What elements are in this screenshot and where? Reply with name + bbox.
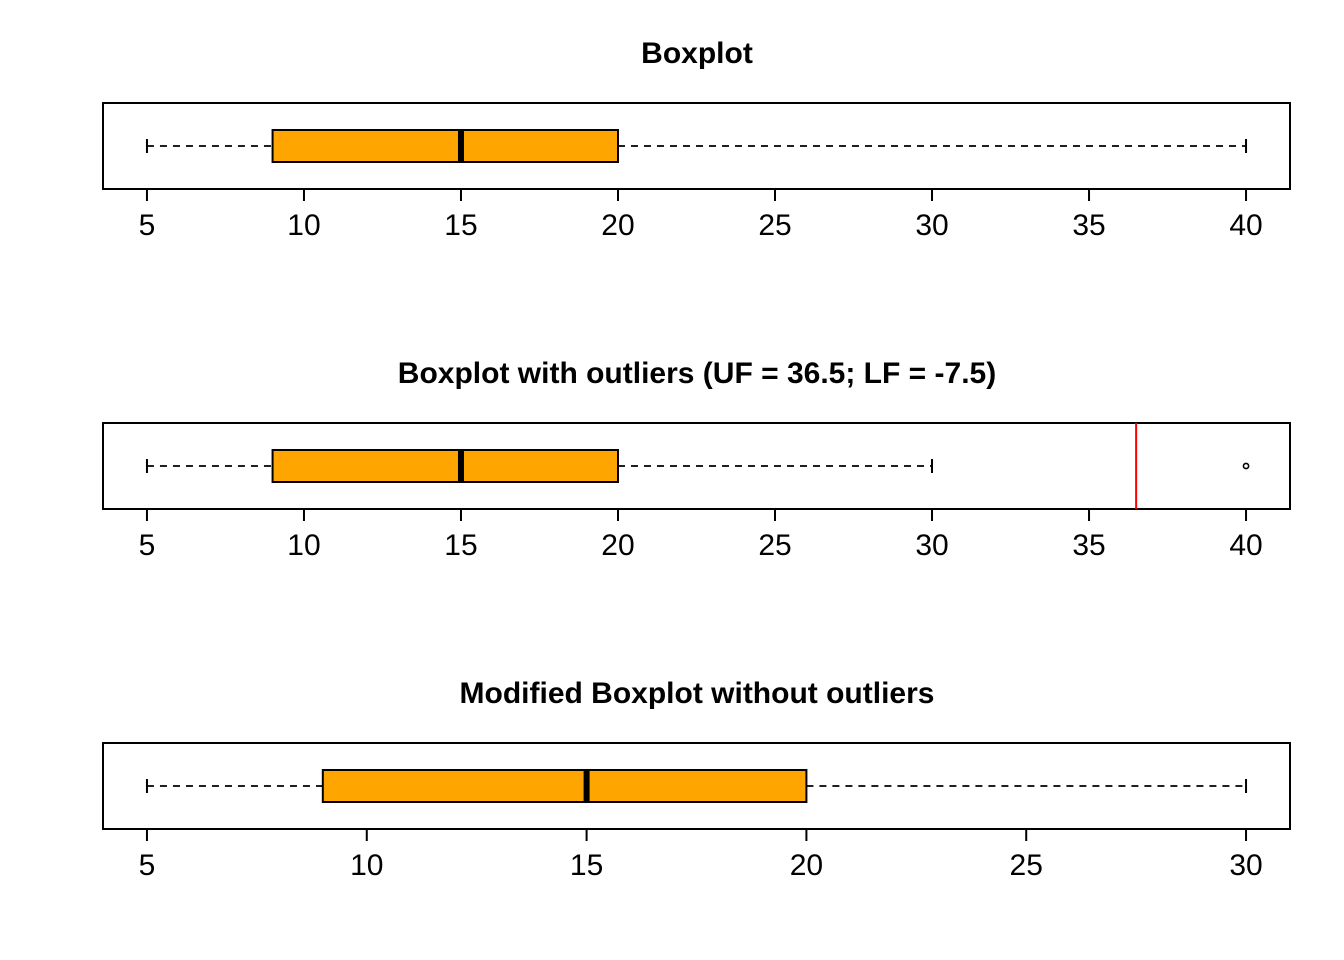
panel-title: Boxplot with outliers (UF = 36.5; LF = -… — [398, 357, 996, 390]
x-tick-label: 30 — [915, 529, 948, 562]
panel-title: Modified Boxplot without outliers — [460, 677, 935, 710]
x-tick-label: 30 — [915, 209, 948, 242]
x-tick-label: 10 — [350, 849, 383, 882]
x-tick-label: 25 — [758, 529, 791, 562]
x-tick-label: 25 — [758, 209, 791, 242]
x-tick-label: 40 — [1229, 529, 1262, 562]
x-tick-label: 20 — [790, 849, 823, 882]
x-tick-label: 15 — [570, 849, 603, 882]
iqr-box — [271, 129, 619, 163]
x-tick-label: 25 — [1010, 849, 1043, 882]
x-tick-label: 40 — [1229, 209, 1262, 242]
x-tick-label: 10 — [287, 529, 320, 562]
panel-title: Boxplot — [641, 37, 753, 70]
boxplot-panel-3: Modified Boxplot without outliers 5 10 15 20… — [102, 677, 1291, 882]
plot-frame — [102, 422, 1291, 510]
x-tick-label: 10 — [287, 209, 320, 242]
x-tick-label: 20 — [601, 529, 634, 562]
x-tick-label: 35 — [1072, 209, 1105, 242]
x-tick-label: 5 — [139, 529, 156, 562]
x-tick-label: 5 — [139, 209, 156, 242]
outlier-point — [1242, 462, 1250, 470]
x-tick-label: 35 — [1072, 529, 1105, 562]
x-tick-label: 20 — [601, 209, 634, 242]
x-tick-label: 15 — [444, 529, 477, 562]
iqr-box — [321, 769, 808, 803]
plot-frame — [102, 742, 1291, 830]
plot-frame — [102, 102, 1291, 190]
x-tick-label: 5 — [139, 849, 156, 882]
x-tick-label: 30 — [1229, 849, 1262, 882]
x-tick-label: 15 — [444, 209, 477, 242]
iqr-box — [271, 449, 619, 483]
boxplot-panel-1: Boxplot 5 10 15 20 25 30 35 40 — [102, 37, 1291, 242]
boxplot-panel-2: Boxplot with outliers (UF = 36.5; LF = -… — [102, 357, 1291, 562]
